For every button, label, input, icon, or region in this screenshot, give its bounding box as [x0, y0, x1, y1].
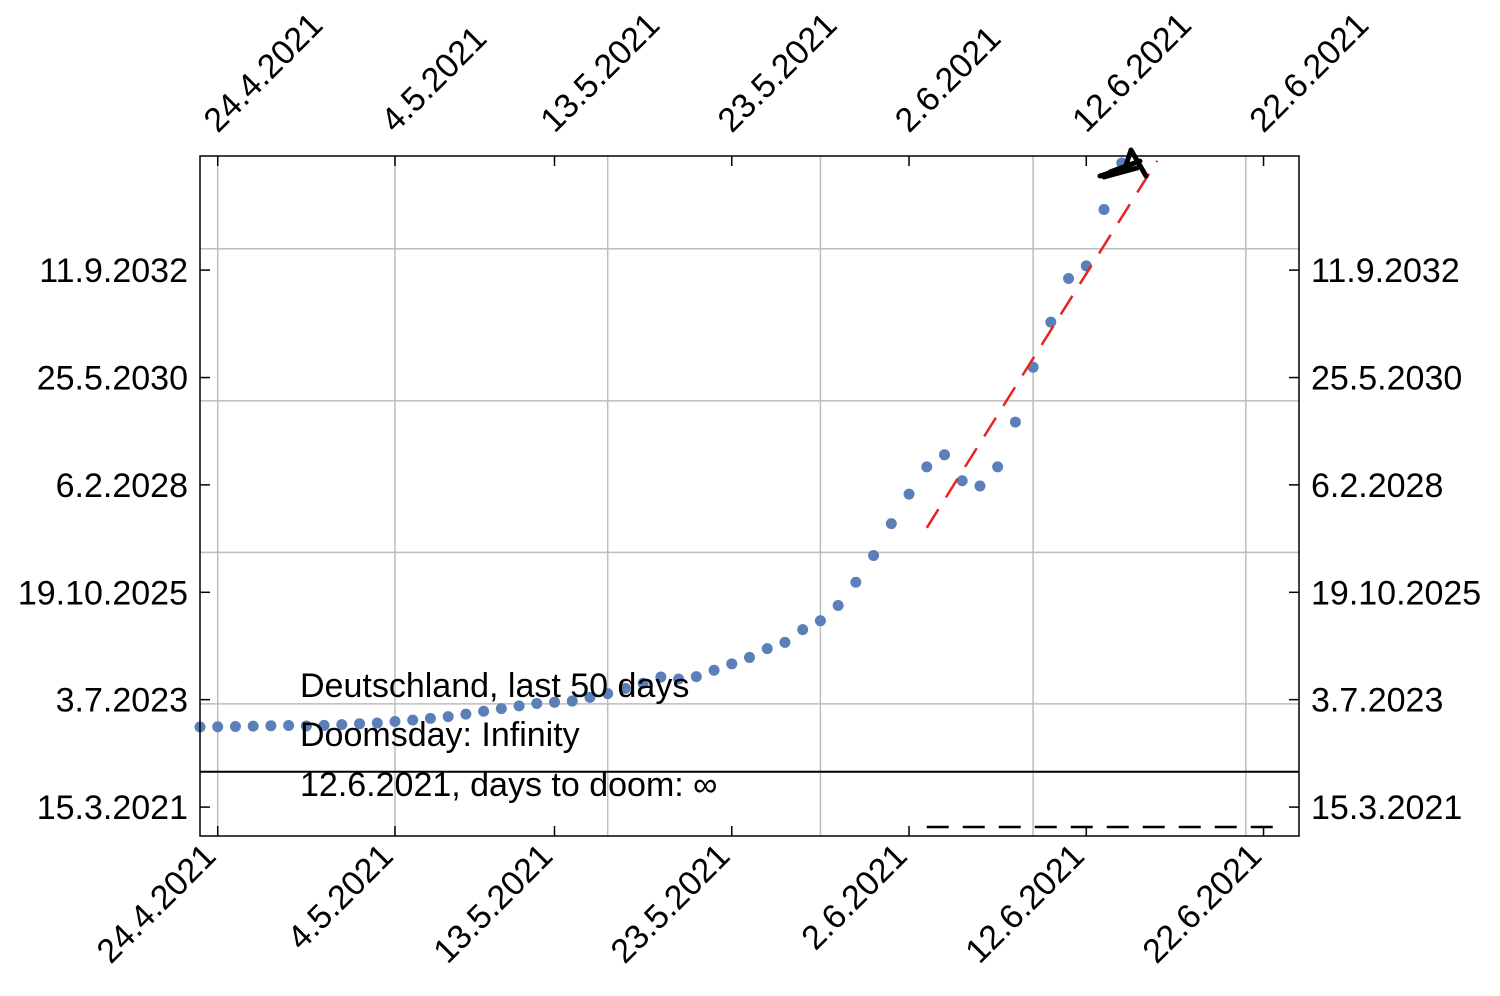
data-point [655, 671, 667, 683]
arrow-marker-layer [1097, 147, 1149, 180]
y-tick-label-right: 3.7.2023 [1311, 682, 1443, 720]
data-point [761, 643, 773, 655]
data-point [708, 664, 720, 676]
data-point [283, 719, 295, 731]
data-point [478, 705, 490, 717]
data-point [549, 696, 561, 708]
data-point [868, 549, 880, 561]
data-point [744, 651, 755, 663]
data-point [956, 475, 968, 487]
data-point [584, 691, 596, 703]
data-point [974, 480, 986, 492]
y-tick-label: 15.3.2021 [37, 789, 188, 827]
y-tick-label-right: 25.5.2030 [1311, 360, 1462, 398]
data-point [300, 720, 312, 732]
data-point [850, 576, 862, 588]
data-point [371, 717, 383, 729]
data-point [389, 716, 401, 728]
annotation-doomsday: Doomsday: Infinity [300, 716, 580, 754]
data-point [424, 712, 436, 724]
y-tick-label: 11.9.2032 [39, 252, 188, 290]
data-point [513, 700, 525, 712]
trend-line [925, 160, 1159, 529]
y-tick-label-right: 6.2.2028 [1311, 467, 1443, 505]
y-tick-label: 25.5.2030 [37, 360, 188, 398]
annotation-days-to-doom: 12.6.2021, days to doom: ∞ [300, 766, 717, 804]
data-point [354, 718, 366, 730]
data-point [212, 721, 224, 733]
data-point [992, 461, 1004, 473]
data-point [1098, 203, 1110, 215]
data-point [1009, 416, 1021, 428]
data-point [779, 636, 791, 648]
data-point [531, 697, 543, 709]
data-point [265, 720, 277, 732]
data-point [938, 449, 950, 461]
data-point [619, 682, 631, 694]
data-point [726, 658, 738, 670]
plot-frame [199, 155, 1300, 837]
data-point [318, 719, 330, 731]
data-point [885, 518, 897, 530]
arrowhead-icon [1097, 147, 1149, 180]
data-point [247, 720, 259, 732]
data-point [921, 461, 933, 473]
data-point [602, 688, 614, 700]
data-point [407, 714, 419, 726]
data-point [442, 711, 454, 723]
data-point [336, 719, 348, 731]
y-tick-label-right: 19.10.2025 [1311, 574, 1481, 612]
data-point [495, 703, 507, 715]
y-tick-label: 6.2.2028 [56, 467, 188, 505]
data-point [673, 673, 685, 685]
data-point [229, 721, 241, 733]
data-point [1045, 316, 1057, 328]
data-point [690, 671, 702, 683]
data-point [797, 624, 809, 636]
data-point [832, 599, 844, 611]
data-point [814, 615, 826, 627]
data-point [1063, 273, 1075, 285]
annotation-title: Deutschland, last 50 days [300, 667, 689, 705]
data-point [903, 488, 915, 500]
y-tick-label-right: 15.3.2021 [1311, 789, 1462, 827]
y-tick-label: 19.10.2025 [18, 574, 188, 612]
data-point [566, 695, 578, 707]
data-point [460, 708, 472, 720]
annotation-layer: Deutschland, last 50 days Doomsday: Infi… [300, 667, 717, 804]
y-tick-label: 3.7.2023 [56, 682, 188, 720]
y-tick-label-right: 11.9.2032 [1311, 252, 1460, 290]
data-point [637, 677, 649, 689]
grid-lines [200, 156, 1299, 836]
